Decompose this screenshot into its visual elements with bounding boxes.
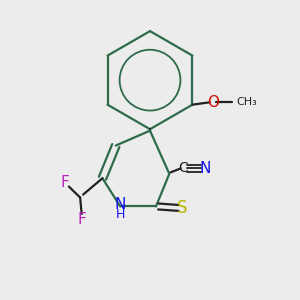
Text: C: C (179, 161, 188, 176)
Text: O: O (207, 95, 219, 110)
Text: S: S (177, 199, 188, 217)
Text: CH₃: CH₃ (236, 97, 257, 107)
Text: F: F (77, 212, 86, 227)
Text: F: F (60, 175, 69, 190)
Text: N: N (115, 196, 126, 211)
Text: N: N (199, 161, 211, 176)
Text: H: H (116, 208, 125, 221)
